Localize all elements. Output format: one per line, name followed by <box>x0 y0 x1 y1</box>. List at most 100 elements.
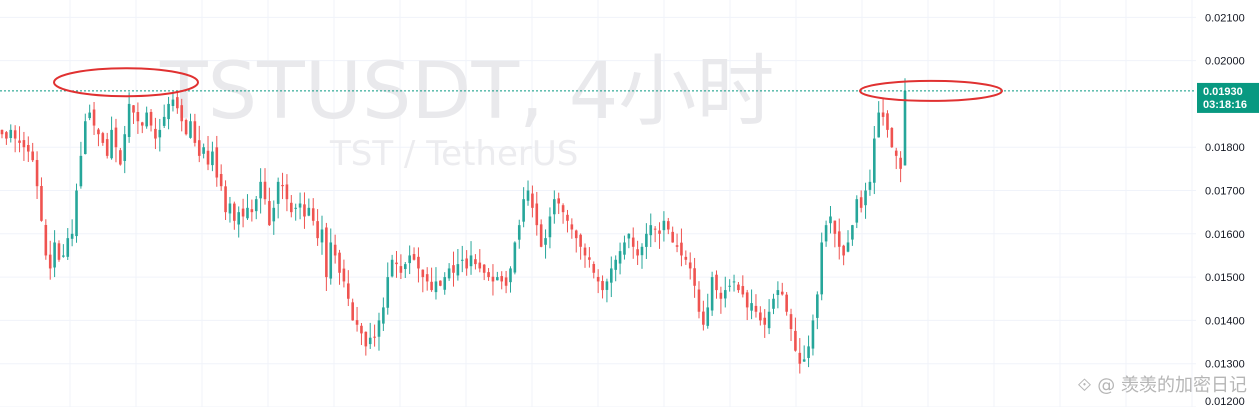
candle <box>31 142 34 163</box>
candle <box>719 286 723 314</box>
candle <box>662 211 666 242</box>
candle-body <box>544 238 547 245</box>
candle-body <box>789 314 793 330</box>
candle-body <box>412 254 416 260</box>
candle-body <box>48 254 52 269</box>
candle-body <box>303 204 306 217</box>
candle <box>807 335 810 368</box>
candle-body <box>662 220 666 231</box>
candle <box>368 322 372 349</box>
candle <box>715 270 718 299</box>
candle <box>189 113 192 139</box>
candle-body <box>285 184 289 200</box>
candle-body <box>211 151 214 166</box>
candle-body <box>631 237 635 247</box>
candle-body <box>294 207 297 209</box>
candle <box>237 206 241 238</box>
candle-body <box>478 262 482 269</box>
candle <box>430 267 433 292</box>
candle <box>745 289 749 321</box>
candle <box>837 218 841 260</box>
candle-body <box>829 216 832 224</box>
candle <box>83 113 87 155</box>
candle-body <box>767 311 771 329</box>
candle-body <box>754 305 758 312</box>
candle <box>539 219 543 248</box>
candle-body <box>307 207 311 216</box>
candle <box>802 345 806 362</box>
candle <box>666 217 670 235</box>
candle <box>697 281 701 319</box>
candle-body <box>723 290 727 299</box>
candle-body <box>807 346 810 358</box>
candle-body <box>640 246 644 256</box>
candle-body <box>105 139 109 156</box>
candle-body <box>298 203 302 208</box>
candle-body <box>675 245 679 247</box>
candle <box>785 292 788 316</box>
candle-body <box>27 145 30 152</box>
candle-body <box>447 268 451 279</box>
candle <box>627 233 631 249</box>
candle <box>842 244 845 266</box>
candle-body <box>702 311 705 325</box>
candle <box>276 177 280 219</box>
candle-body <box>706 307 710 326</box>
candle-body <box>671 231 674 243</box>
candle <box>583 243 587 268</box>
candle <box>119 147 122 166</box>
candle-body <box>158 129 162 138</box>
candle-body <box>180 105 184 122</box>
candle <box>136 102 140 134</box>
candle <box>517 219 521 249</box>
candle-body <box>653 228 657 230</box>
candle-body <box>53 242 56 268</box>
candle-body <box>351 302 354 321</box>
candle-body <box>504 277 508 286</box>
candle-body <box>360 325 363 334</box>
candle <box>873 125 876 195</box>
candle <box>531 185 534 218</box>
candle <box>62 244 65 258</box>
candle <box>754 294 758 318</box>
candle <box>610 256 613 298</box>
candle <box>447 263 451 281</box>
candle-body <box>219 173 223 187</box>
y-tick-label: 0.01700 <box>1205 186 1245 198</box>
candle-body <box>176 97 179 109</box>
candle <box>588 247 591 268</box>
candle <box>259 168 262 214</box>
candle-body <box>610 268 613 283</box>
candle-body <box>737 284 740 291</box>
candle-body <box>605 281 609 290</box>
price-axis[interactable]: 0.02100 0.02000 0.01800 0.01700 0.01600 0.015… <box>1205 12 1245 407</box>
candle-body <box>202 147 205 154</box>
candle <box>811 314 815 356</box>
candle <box>386 262 390 315</box>
candle <box>88 104 91 121</box>
candle <box>79 141 83 189</box>
candle <box>285 174 289 212</box>
candle-body <box>452 265 455 273</box>
candle-body <box>290 202 293 213</box>
candle-body <box>859 197 863 208</box>
candle <box>123 125 127 174</box>
candle-body <box>688 262 692 269</box>
candle-body <box>899 157 902 169</box>
candle <box>794 317 797 352</box>
candle <box>241 198 245 228</box>
candle <box>263 168 267 205</box>
candle <box>35 151 39 199</box>
candle-body <box>539 224 543 247</box>
candle-body <box>855 199 859 223</box>
candle <box>474 254 477 270</box>
candle-body <box>421 269 425 278</box>
candle-body <box>842 245 845 256</box>
candle-body <box>592 264 596 273</box>
annotation-ellipse-spike <box>859 79 1003 102</box>
candle <box>592 261 596 279</box>
candle-body <box>417 256 420 269</box>
candle <box>342 259 346 288</box>
candle-body <box>487 272 490 278</box>
candle <box>723 276 727 308</box>
